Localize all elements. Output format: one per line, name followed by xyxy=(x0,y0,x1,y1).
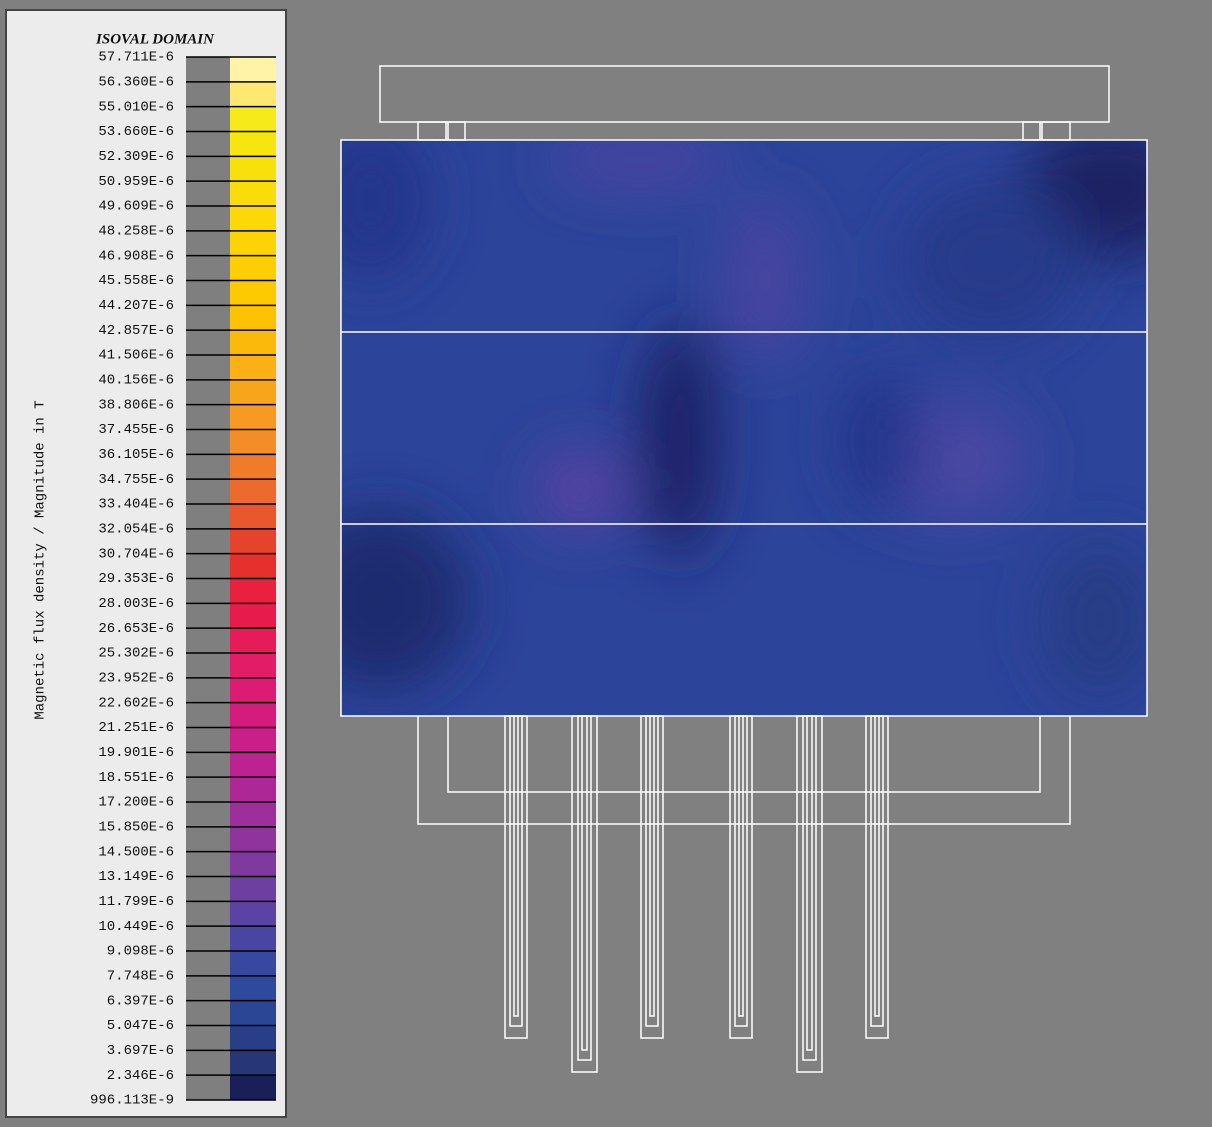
level-label: 996.113E-9 xyxy=(90,1093,174,1109)
level-label: 28.003E-6 xyxy=(98,596,174,612)
level-label: 50.959E-6 xyxy=(98,174,174,190)
color-band xyxy=(230,504,276,530)
level-label: 19.901E-6 xyxy=(98,745,174,761)
level-label: 13.149E-6 xyxy=(98,869,174,885)
color-band xyxy=(230,255,276,281)
level-label: 56.360E-6 xyxy=(98,75,174,91)
level-label: 30.704E-6 xyxy=(98,546,174,562)
field-plot xyxy=(341,140,1147,716)
level-label: 9.098E-6 xyxy=(107,944,174,960)
color-band xyxy=(230,653,276,679)
level-label: 2.346E-6 xyxy=(107,1068,174,1084)
color-band xyxy=(230,1050,276,1076)
color-band xyxy=(230,355,276,381)
level-label: 26.653E-6 xyxy=(98,621,174,637)
level-label: 49.609E-6 xyxy=(98,199,174,215)
level-label: 29.353E-6 xyxy=(98,571,174,587)
color-band xyxy=(230,802,276,828)
color-band xyxy=(230,206,276,232)
color-band xyxy=(230,1075,276,1101)
color-band xyxy=(230,156,276,182)
color-band xyxy=(230,603,276,629)
level-label: 42.857E-6 xyxy=(98,323,174,339)
color-band xyxy=(230,181,276,207)
level-label: 15.850E-6 xyxy=(98,820,174,836)
color-band xyxy=(230,106,276,132)
color-band xyxy=(230,454,276,480)
color-band xyxy=(230,702,276,728)
color-band xyxy=(230,777,276,803)
level-label: 18.551E-6 xyxy=(98,770,174,786)
level-label: 11.799E-6 xyxy=(98,894,174,910)
level-label: 52.309E-6 xyxy=(98,149,174,165)
level-label: 36.105E-6 xyxy=(98,447,174,463)
color-band xyxy=(230,851,276,877)
color-band xyxy=(230,404,276,430)
color-band xyxy=(230,826,276,853)
level-label: 10.449E-6 xyxy=(98,919,174,935)
color-band xyxy=(230,677,276,704)
color-band xyxy=(230,727,276,753)
level-label: 21.251E-6 xyxy=(98,720,174,736)
color-band xyxy=(230,230,276,257)
level-label: 33.404E-6 xyxy=(98,497,174,513)
level-label: 32.054E-6 xyxy=(98,522,174,538)
color-band xyxy=(230,1000,276,1026)
level-label: 44.207E-6 xyxy=(98,298,174,314)
color-band xyxy=(230,305,276,331)
color-band xyxy=(230,876,276,902)
level-label: 7.748E-6 xyxy=(107,969,174,985)
level-label: 25.302E-6 xyxy=(98,646,174,662)
level-label: 34.755E-6 xyxy=(98,472,174,488)
level-label: 22.602E-6 xyxy=(98,695,174,711)
level-label: 53.660E-6 xyxy=(98,124,174,140)
color-band xyxy=(230,81,276,108)
level-label: 46.908E-6 xyxy=(98,248,174,264)
level-label: 41.506E-6 xyxy=(98,348,174,364)
color-band xyxy=(230,528,276,555)
level-label: 40.156E-6 xyxy=(98,373,174,389)
color-band xyxy=(230,901,276,927)
level-label: 17.200E-6 xyxy=(98,795,174,811)
level-label: 6.397E-6 xyxy=(107,993,174,1009)
level-label: 37.455E-6 xyxy=(98,422,174,438)
legend-title: ISOVAL DOMAIN xyxy=(95,31,215,47)
level-label: 48.258E-6 xyxy=(98,224,174,240)
color-band xyxy=(230,553,276,579)
color-band xyxy=(230,131,276,157)
level-label: 23.952E-6 xyxy=(98,671,174,687)
level-label: 55.010E-6 xyxy=(98,99,174,115)
color-band xyxy=(230,926,276,952)
level-label: 38.806E-6 xyxy=(98,397,174,413)
legend: 57.711E-6 56.360E-6 55.010E-6 53.660E-6 52.3… xyxy=(90,50,276,1109)
color-band xyxy=(230,330,276,356)
color-band xyxy=(230,628,276,654)
color-band xyxy=(230,1025,276,1051)
color-band xyxy=(230,975,276,1002)
level-label: 14.500E-6 xyxy=(98,844,174,860)
level-label: 57.711E-6 xyxy=(98,50,174,66)
color-band xyxy=(230,578,276,604)
color-band xyxy=(230,951,276,977)
color-band xyxy=(230,57,276,83)
color-band xyxy=(230,280,276,306)
level-label: 3.697E-6 xyxy=(107,1043,174,1059)
geometry-outline xyxy=(340,65,1148,1073)
quantity-label: Magnetic flux density / Magnitude in T xyxy=(33,400,49,719)
color-band xyxy=(230,429,276,455)
level-label: 5.047E-6 xyxy=(107,1018,174,1034)
color-band xyxy=(230,379,276,406)
color-band xyxy=(230,479,276,505)
level-label: 45.558E-6 xyxy=(98,273,174,289)
color-band xyxy=(230,752,276,778)
